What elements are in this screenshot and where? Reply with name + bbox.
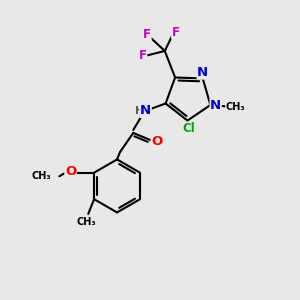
- Text: N: N: [140, 104, 151, 117]
- Text: CH₃: CH₃: [77, 217, 97, 227]
- Text: F: F: [143, 28, 151, 41]
- Text: F: F: [172, 26, 180, 39]
- Text: H: H: [135, 106, 143, 116]
- Text: CH₃: CH₃: [32, 171, 51, 181]
- Text: N: N: [210, 99, 221, 112]
- Text: CH₃: CH₃: [226, 101, 245, 112]
- Text: O: O: [151, 135, 162, 148]
- Text: N: N: [197, 66, 208, 79]
- Text: O: O: [65, 165, 76, 178]
- Text: F: F: [139, 49, 147, 62]
- Text: Cl: Cl: [183, 122, 195, 135]
